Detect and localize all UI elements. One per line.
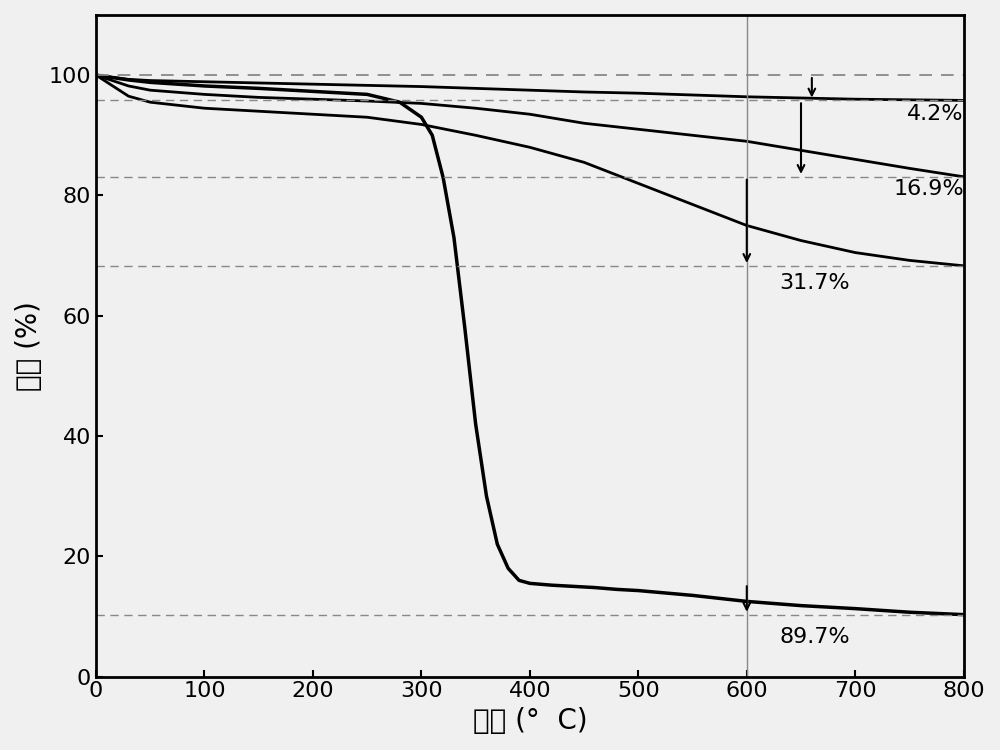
Text: 16.9%: 16.9%: [893, 179, 964, 200]
X-axis label: 温度 (°  C): 温度 (° C): [473, 707, 587, 735]
Y-axis label: 失重 (%): 失重 (%): [15, 301, 43, 391]
Text: 31.7%: 31.7%: [779, 273, 850, 292]
Text: 89.7%: 89.7%: [779, 628, 850, 647]
Text: 4.2%: 4.2%: [907, 104, 964, 125]
